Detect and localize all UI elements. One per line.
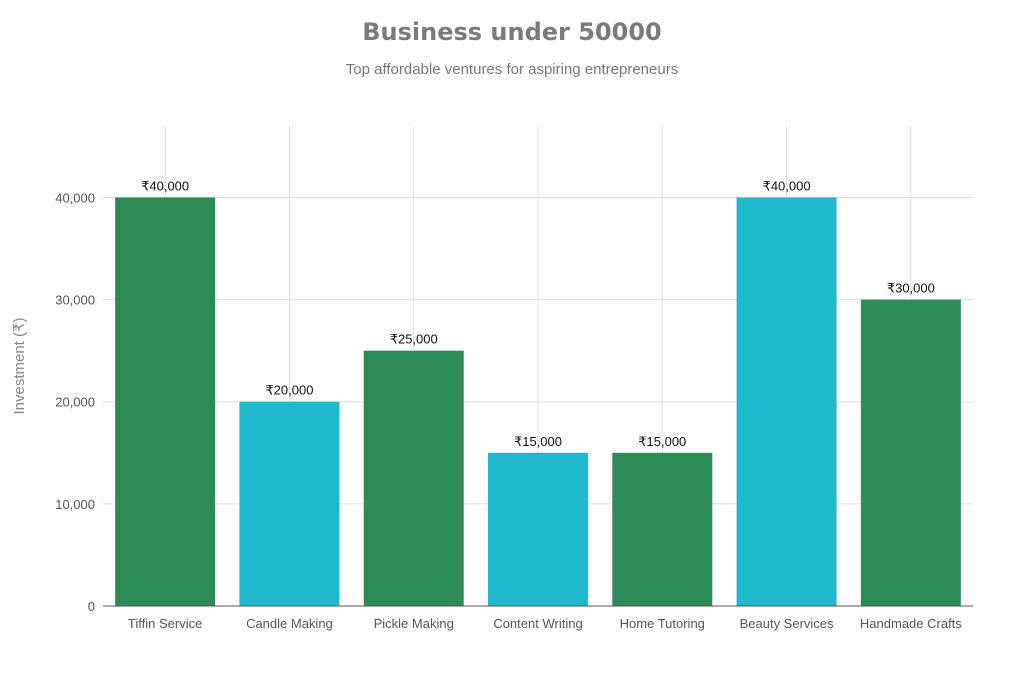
bar-layer	[115, 197, 961, 606]
bar	[488, 452, 588, 606]
x-tick-label: Pickle Making	[374, 616, 454, 631]
label-layer: 0 10,000 20,000 30,000 40,000 ₹40,000 Tiffin S…	[55, 178, 962, 631]
y-tick-label: 20,000	[55, 395, 95, 410]
y-tick-label: 40,000	[55, 190, 95, 205]
bar-value-label: ₹20,000	[265, 383, 313, 398]
bar	[612, 452, 713, 606]
bar-value-label: ₹25,000	[390, 332, 438, 347]
bar-value-label: ₹40,000	[763, 178, 811, 193]
bar	[115, 197, 216, 606]
x-tick-label: Handmade Crafts	[860, 616, 962, 631]
bar-value-label: ₹40,000	[141, 178, 189, 193]
chart-subtitle: Top affordable ventures for aspiring ent…	[345, 61, 679, 78]
bar-value-label: ₹30,000	[887, 281, 935, 296]
y-tick-label: 10,000	[55, 497, 95, 512]
y-tick-label: 30,000	[55, 293, 95, 308]
chart-title: Business under 50000	[362, 18, 662, 46]
y-tick-label: 0	[88, 599, 95, 614]
bar-value-label: ₹15,000	[638, 434, 686, 449]
bar	[860, 299, 961, 606]
bar	[363, 350, 464, 606]
bar	[736, 197, 837, 606]
bar	[239, 401, 340, 606]
x-tick-label: Tiffin Service	[128, 616, 202, 631]
y-axis-label: Investment (₹)	[11, 317, 28, 414]
x-tick-label: Content Writing	[493, 616, 582, 631]
x-tick-label: Home Tutoring	[620, 616, 705, 631]
x-tick-label: Candle Making	[246, 616, 333, 631]
bar-value-label: ₹15,000	[514, 434, 562, 449]
x-tick-label: Beauty Services	[740, 616, 834, 631]
